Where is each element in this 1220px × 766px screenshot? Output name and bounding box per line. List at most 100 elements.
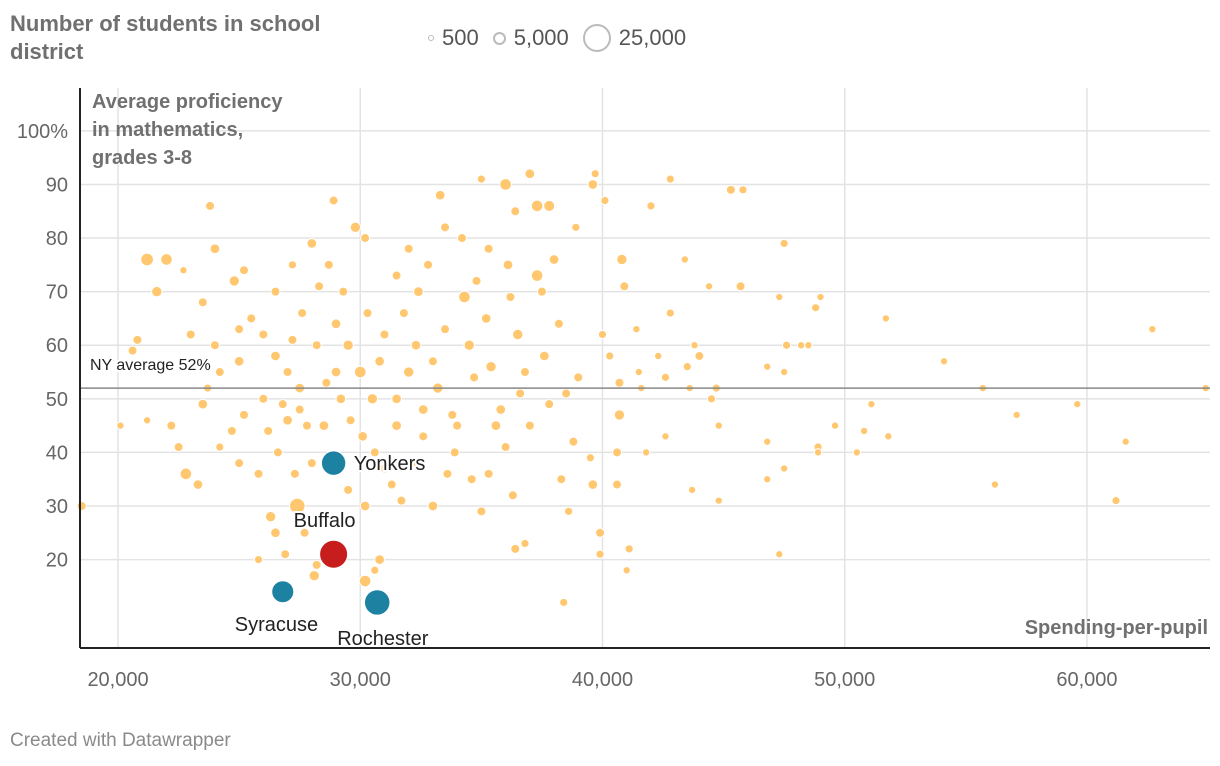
district-point[interactable]: [192, 479, 204, 490]
district-point[interactable]: [519, 367, 530, 378]
district-point[interactable]: [360, 233, 371, 244]
district-point[interactable]: [725, 184, 736, 195]
district-point[interactable]: [568, 436, 579, 447]
district-point[interactable]: [442, 468, 453, 479]
district-point[interactable]: [353, 365, 367, 379]
district-point[interactable]: [500, 442, 511, 453]
district-point[interactable]: [185, 329, 196, 340]
district-point[interactable]: [179, 467, 193, 481]
highlight-point-rochester[interactable]: [363, 589, 391, 616]
district-point[interactable]: [440, 222, 451, 233]
district-point[interactable]: [634, 367, 644, 377]
district-point[interactable]: [151, 285, 163, 298]
district-point[interactable]: [272, 447, 283, 458]
district-point[interactable]: [813, 448, 823, 457]
district-point[interactable]: [476, 506, 487, 517]
district-point[interactable]: [852, 448, 862, 457]
district-point[interactable]: [661, 432, 670, 441]
district-point[interactable]: [160, 253, 173, 266]
district-point[interactable]: [573, 372, 584, 383]
district-point[interactable]: [323, 259, 334, 270]
district-point[interactable]: [538, 350, 550, 362]
district-point[interactable]: [524, 420, 535, 431]
district-point[interactable]: [1012, 410, 1021, 420]
district-point[interactable]: [342, 339, 354, 351]
district-point[interactable]: [660, 372, 671, 382]
district-point[interactable]: [612, 479, 623, 490]
district-point[interactable]: [495, 404, 507, 415]
district-point[interactable]: [556, 474, 567, 485]
district-point[interactable]: [641, 448, 651, 457]
district-point[interactable]: [306, 458, 317, 469]
district-point[interactable]: [234, 458, 245, 469]
district-point[interactable]: [779, 464, 789, 473]
district-point[interactable]: [597, 329, 608, 340]
district-point[interactable]: [318, 420, 330, 431]
district-point[interactable]: [804, 341, 813, 350]
district-point[interactable]: [990, 480, 1000, 489]
highlight-point-syracuse[interactable]: [271, 580, 295, 604]
district-point[interactable]: [939, 357, 949, 366]
district-point[interactable]: [706, 394, 717, 404]
district-point[interactable]: [226, 425, 237, 436]
district-point[interactable]: [228, 275, 241, 287]
district-point[interactable]: [553, 318, 564, 329]
district-point[interactable]: [543, 199, 556, 212]
district-point[interactable]: [612, 447, 623, 458]
district-point[interactable]: [571, 222, 581, 232]
district-point[interactable]: [379, 329, 390, 340]
district-point[interactable]: [359, 500, 371, 512]
district-point[interactable]: [330, 366, 342, 378]
district-point[interactable]: [1111, 496, 1121, 506]
district-point[interactable]: [374, 554, 386, 565]
district-point[interactable]: [595, 527, 606, 538]
district-point[interactable]: [413, 286, 424, 298]
district-point[interactable]: [779, 238, 789, 249]
district-point[interactable]: [510, 543, 521, 554]
district-point[interactable]: [306, 238, 318, 249]
district-point[interactable]: [458, 290, 471, 304]
district-point[interactable]: [370, 565, 380, 575]
district-point[interactable]: [179, 266, 188, 275]
district-point[interactable]: [483, 468, 494, 479]
district-point[interactable]: [209, 340, 220, 351]
district-point[interactable]: [270, 350, 281, 362]
district-point[interactable]: [330, 318, 342, 330]
district-point[interactable]: [246, 313, 257, 324]
district-point[interactable]: [485, 360, 497, 373]
district-point[interactable]: [520, 538, 530, 549]
district-point[interactable]: [763, 437, 772, 446]
district-point[interactable]: [605, 351, 615, 361]
district-point[interactable]: [624, 544, 634, 554]
district-point[interactable]: [374, 355, 386, 367]
district-point[interactable]: [280, 549, 291, 560]
district-point[interactable]: [379, 463, 390, 474]
district-point[interactable]: [502, 259, 514, 271]
district-point[interactable]: [238, 409, 249, 420]
district-point[interactable]: [654, 351, 663, 361]
district-point[interactable]: [512, 328, 524, 341]
district-point[interactable]: [449, 447, 460, 458]
district-point[interactable]: [456, 233, 467, 244]
district-point[interactable]: [197, 297, 208, 308]
district-point[interactable]: [561, 388, 572, 399]
district-point[interactable]: [418, 431, 429, 442]
district-point[interactable]: [253, 554, 264, 565]
district-point[interactable]: [507, 490, 518, 501]
district-point[interactable]: [530, 269, 544, 282]
district-point[interactable]: [263, 425, 274, 436]
district-point[interactable]: [270, 286, 281, 297]
district-point[interactable]: [127, 345, 138, 356]
district-point[interactable]: [408, 458, 419, 469]
district-point[interactable]: [403, 243, 414, 254]
district-point[interactable]: [738, 185, 748, 195]
district-point[interactable]: [288, 497, 306, 515]
district-point[interactable]: [1073, 399, 1082, 409]
district-point[interactable]: [1148, 324, 1157, 334]
district-point[interactable]: [694, 350, 705, 361]
district-point[interactable]: [763, 475, 772, 484]
district-point[interactable]: [665, 308, 675, 318]
district-point[interactable]: [859, 426, 869, 436]
district-point[interactable]: [294, 404, 305, 415]
district-point[interactable]: [427, 500, 439, 512]
